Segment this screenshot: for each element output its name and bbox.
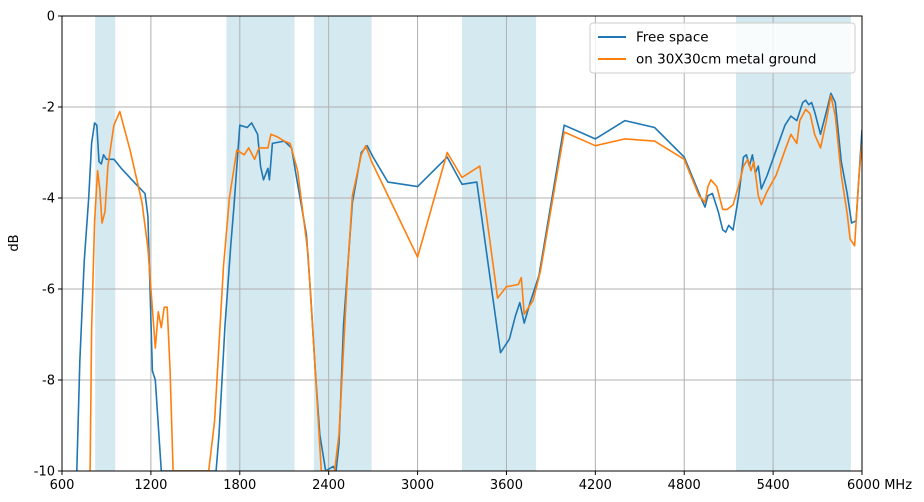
shaded-band — [462, 16, 537, 471]
y-tick-label: -4 — [42, 192, 55, 207]
x-tick-label: 6000 MHz — [847, 478, 912, 493]
shaded-band — [736, 16, 851, 471]
x-tick-label: 3600 — [490, 478, 523, 493]
grid-lines — [62, 16, 862, 471]
y-tick-label: -8 — [42, 374, 55, 389]
y-axis-label: dB — [7, 234, 22, 251]
shaded-band — [313, 16, 372, 471]
y-axis-ticks: 0 -2 -4 -6 -8 -10 — [34, 10, 62, 480]
shaded-band — [95, 16, 116, 471]
x-tick-label: 600 — [50, 478, 75, 493]
legend-label: Free space — [636, 30, 709, 46]
plot-frame — [61, 15, 863, 472]
x-tick-label: 4800 — [668, 478, 701, 493]
legend: Free space on 30X30cm metal ground — [589, 22, 856, 74]
x-tick-label: 1800 — [223, 478, 256, 493]
y-tick-label: -2 — [42, 101, 55, 116]
x-tick-label: 2400 — [312, 478, 345, 493]
x-tick-label: 3000 — [401, 478, 434, 493]
frequency-bands — [95, 16, 851, 471]
x-tick-label: 5400 — [757, 478, 790, 493]
series-line-1 — [76, 92, 862, 471]
series-lines — [76, 92, 862, 471]
y-tick-label: 0 — [47, 10, 55, 25]
y-tick-label: -6 — [42, 283, 55, 298]
x-tick-label: 4200 — [579, 478, 612, 493]
x-tick-label: 1200 — [134, 478, 167, 493]
y-tick-label: -10 — [34, 465, 55, 480]
series-line-2 — [89, 94, 862, 471]
legend-box — [589, 22, 856, 74]
x-axis-ticks: 600 1200 1800 2400 3000 3600 4200 4800 5400 6000 … — [50, 471, 912, 493]
legend-label: on 30X30cm metal ground — [636, 52, 816, 68]
shaded-band — [226, 16, 295, 471]
